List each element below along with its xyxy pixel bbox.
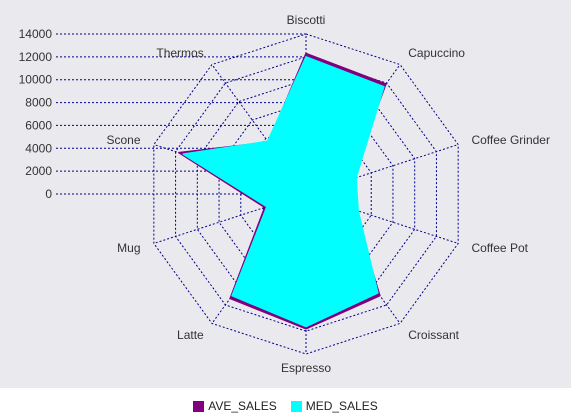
grid-spoke: [211, 64, 307, 195]
legend-swatch-med-sales: [290, 400, 302, 412]
category-label: Scone: [106, 133, 140, 147]
category-label: Mug: [117, 241, 140, 255]
category-label: Croissant: [408, 328, 459, 342]
legend-item-med-sales: MED_SALES: [290, 399, 378, 413]
category-label: Capuccino: [408, 46, 465, 60]
r-tick-label: 2000: [25, 164, 52, 178]
category-label: Thermos: [156, 46, 203, 60]
legend-swatch-ave-sales: [193, 400, 205, 412]
radar-chart: 0 2000 4000 6000 8000 10000 12000 14000 Biscotti…: [19, 13, 550, 375]
legend-label-ave-sales: AVE_SALES: [208, 399, 277, 413]
r-tick-label: 12000: [19, 50, 53, 64]
category-label: Coffee Grinder: [471, 133, 550, 147]
category-label: Espresso: [281, 361, 331, 375]
grid-ring: [153, 33, 459, 355]
category-label: Coffee Pot: [471, 241, 528, 255]
r-tick-label: 6000: [25, 118, 52, 132]
r-tick-label: 10000: [19, 73, 53, 87]
r-tick-label: 0: [45, 187, 52, 201]
legend-item-ave-sales: AVE_SALES: [193, 399, 277, 413]
r-tick-label: 8000: [25, 96, 52, 110]
grid-spoke: [305, 144, 459, 195]
category-label: Latte: [177, 328, 204, 342]
legend: AVE_SALES MED_SALES: [0, 396, 571, 416]
grid-spoke: [305, 193, 459, 244]
series-med-sales: [182, 56, 385, 328]
legend-label-med-sales: MED_SALES: [305, 399, 378, 413]
grid-spoke: [153, 193, 307, 244]
r-tick-label: 4000: [25, 141, 52, 155]
category-label: Biscotti: [287, 13, 326, 27]
grid-ring: [175, 56, 437, 332]
r-tick-label: 14000: [19, 27, 53, 41]
